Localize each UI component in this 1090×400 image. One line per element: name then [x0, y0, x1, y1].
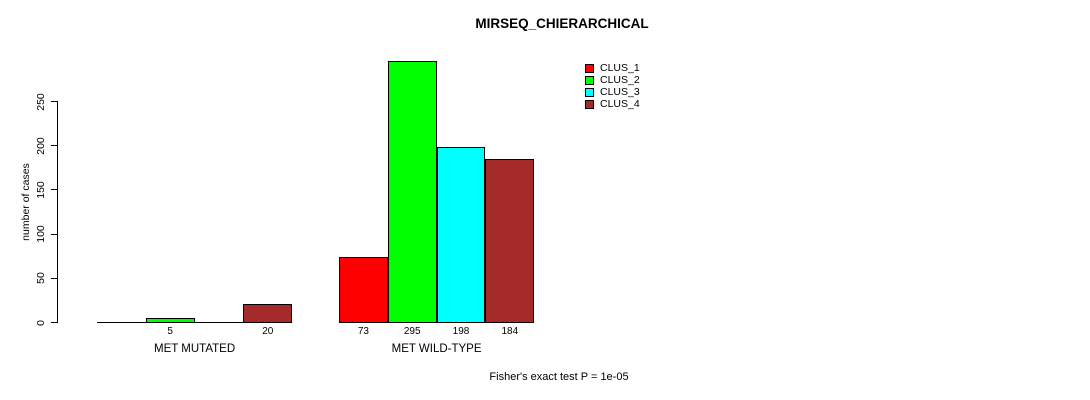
- y-tick-mark: [51, 277, 57, 279]
- legend: CLUS_1 CLUS_2 CLUS_3 CLUS_4: [585, 62, 640, 110]
- legend-label: CLUS_2: [600, 74, 640, 86]
- y-tick-label: 50: [35, 272, 47, 285]
- y-tick-label: 0: [35, 319, 47, 326]
- legend-item: CLUS_1: [585, 62, 640, 74]
- legend-item: CLUS_4: [585, 98, 640, 110]
- y-tick-label: 200: [35, 136, 47, 155]
- bar-clus_1: [97, 322, 147, 323]
- bar-value-label: 5: [167, 326, 173, 337]
- bar-clus_1: [339, 257, 388, 323]
- bar-clus_3: [436, 146, 486, 323]
- bar-clus_2: [145, 317, 195, 323]
- y-tick-mark: [51, 101, 57, 102]
- legend-swatch-icon: [585, 63, 594, 73]
- bar-value-label: 295: [403, 326, 421, 337]
- stat-test-caption: Fisher's exact test P = 1e-05: [489, 371, 629, 383]
- bar-clus_3: [194, 322, 245, 323]
- chart-title: MIRSEQ_CHIERARCHICAL: [475, 16, 649, 31]
- legend-item: CLUS_2: [585, 74, 640, 86]
- legend-item: CLUS_3: [585, 86, 640, 98]
- y-tick-label: 150: [35, 181, 47, 199]
- y-axis-title: number of cases: [20, 163, 32, 241]
- bar-value-label: 20: [262, 326, 274, 337]
- legend-swatch-icon: [585, 87, 594, 97]
- legend-swatch-icon: [585, 99, 594, 109]
- y-tick-mark: [51, 145, 57, 147]
- x-category-label: MET MUTATED: [154, 343, 236, 355]
- legend-label: CLUS_3: [600, 86, 640, 98]
- bar-clus_4: [485, 159, 535, 323]
- bar-value-label: 73: [357, 326, 369, 337]
- y-tick-label: 250: [35, 92, 47, 111]
- y-tick-label: 100: [35, 225, 47, 243]
- y-tick-mark: [51, 322, 57, 323]
- legend-label: CLUS_4: [600, 98, 640, 110]
- bar-value-label: 184: [501, 326, 519, 337]
- bar-clus_2: [387, 61, 437, 323]
- y-tick-mark: [51, 189, 57, 191]
- bar-clus_4: [243, 304, 293, 323]
- y-axis-line: [57, 101, 58, 323]
- y-tick-mark: [51, 233, 57, 235]
- bar-value-label: 198: [452, 326, 470, 337]
- legend-label: CLUS_1: [600, 62, 640, 74]
- x-category-label: MET WILD-TYPE: [391, 343, 482, 355]
- legend-swatch-icon: [585, 75, 594, 85]
